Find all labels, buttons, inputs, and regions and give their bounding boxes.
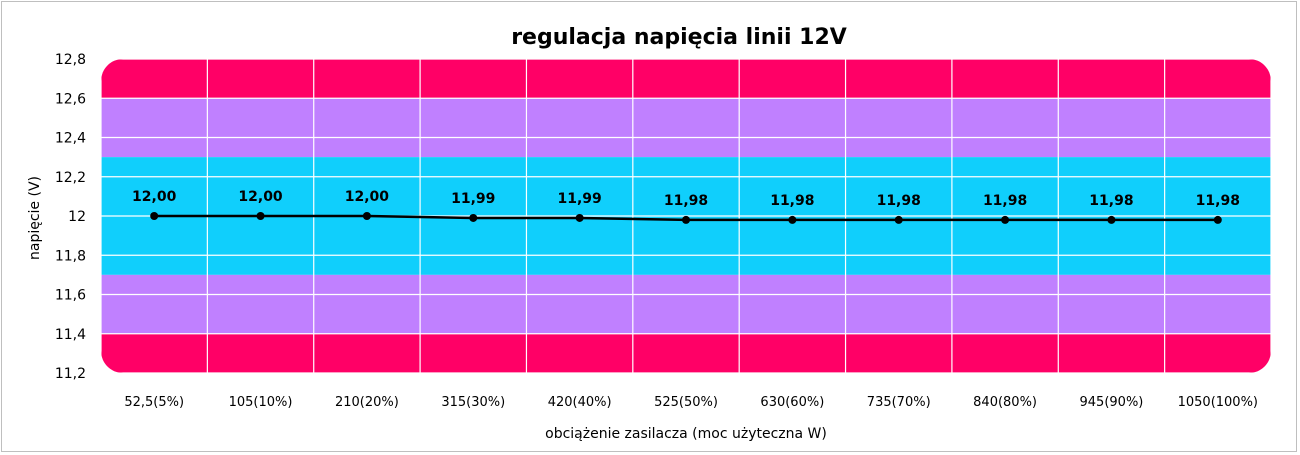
series [150, 212, 1222, 224]
x-tick-label: 420(40%) [548, 395, 612, 410]
data-label: 11,98 [1089, 193, 1133, 209]
y-axis-label: napięcie (V) [27, 176, 43, 260]
data-label: 12,00 [132, 189, 177, 205]
y-tick-label: 11,8 [55, 248, 86, 264]
x-tick-label: 525(50%) [654, 395, 718, 410]
data-point [682, 215, 690, 224]
chart-title: regulacja napięcia linii 12V [511, 25, 847, 50]
band-1 [101, 98, 1271, 158]
data-label: 12,00 [345, 189, 390, 205]
y-axis-ticks: 12,8 12,6 12,4 12,2 12 11,8 11,6 11,4 11,2 [55, 52, 86, 382]
x-tick-label: 210(20%) [335, 395, 399, 410]
x-tick-label: 840(80%) [973, 395, 1037, 410]
data-point [362, 212, 371, 220]
data-point [1001, 215, 1010, 224]
y-tick-label: 12 [68, 209, 86, 225]
x-tick-label: 630(60%) [760, 395, 824, 410]
band-4 [101, 333, 1271, 373]
data-label: 11,99 [451, 191, 495, 207]
band-3 [101, 274, 1271, 334]
y-tick-label: 11,6 [55, 288, 86, 304]
x-tick-label: 52,5(5%) [124, 395, 184, 410]
data-point [894, 215, 903, 224]
y-tick-label: 12,6 [55, 91, 86, 107]
data-label: 11,98 [877, 193, 921, 209]
data-point [256, 212, 265, 220]
data-label: 11,98 [1196, 193, 1240, 209]
x-axis-label: obciążenie zasilacza (moc użyteczna W) [545, 426, 827, 442]
data-point [1107, 215, 1116, 224]
data-label: 11,99 [557, 191, 601, 207]
x-tick-label: 105(10%) [229, 395, 293, 410]
y-tick-label: 11,2 [55, 366, 86, 382]
data-point [469, 213, 478, 222]
x-tick-label: 735(70%) [867, 395, 931, 410]
data-label: 11,98 [983, 193, 1027, 209]
data-labels: 12,00 12,00 12,00 11,99 11,99 11,98 11,98 11,98… [132, 189, 1240, 209]
y-tick-label: 12,4 [55, 131, 86, 147]
y-tick-label: 12,8 [55, 52, 86, 68]
data-label: 11,98 [770, 193, 814, 209]
data-point [150, 212, 159, 220]
x-tick-label: 1050(100%) [1178, 395, 1258, 410]
y-tick-label: 12,2 [55, 170, 86, 186]
y-tick-label: 11,4 [55, 327, 86, 343]
data-label: 11,98 [664, 193, 708, 209]
data-point [1213, 215, 1222, 224]
x-axis-ticks: 52,5(5%) 105(10%) 210(20%) 315(30%) 420(40%)… [124, 395, 1258, 410]
data-label: 12,00 [238, 189, 283, 205]
data-point [788, 215, 797, 224]
band-0 [101, 59, 1271, 99]
x-tick-label: 945(90%) [1080, 395, 1144, 410]
data-point [575, 213, 584, 222]
x-tick-label: 315(30%) [441, 395, 505, 410]
